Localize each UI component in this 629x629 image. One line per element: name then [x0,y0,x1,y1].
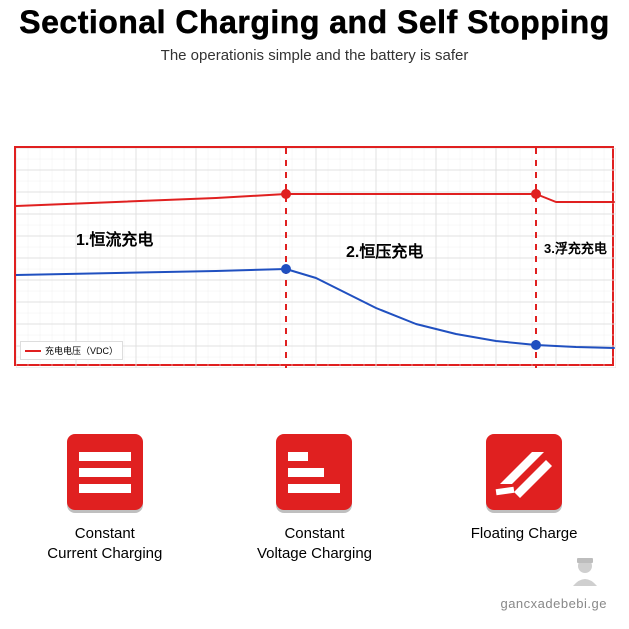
mode-item-2: Constant Voltage Charging [224,434,404,563]
chart-legend: 充电电压（VDC） [20,341,123,360]
page-subtitle: The operationis simple and the battery i… [0,47,629,64]
diag-slash-icon [486,434,562,510]
page-title: Sectional Charging and Self Stopping [0,4,629,41]
watermark-avatar-icon [567,552,603,593]
infographic-root: { "title": { "text": "Sectional Charging… [0,4,629,629]
mode-caption: Floating Charge [471,524,578,544]
watermark-text: gancxadebebi.ge [500,596,607,611]
mode-caption: Constant Current Charging [47,524,162,563]
chart-canvas [16,148,616,368]
bars-full-icon [67,434,143,510]
modes-row: Constant Current Charging Constant Voltag… [0,434,629,563]
charging-chart: 1.恒流充电 2.恒压充电 3.浮充充电 充电电压（VDC） [14,146,614,366]
bars-asc-icon [276,434,352,510]
chart-section-label-1: 1.恒流充电 [76,226,153,250]
chart-section-label-3: 3.浮充充电 [544,238,607,257]
legend-text: 充电电压（VDC） [45,344,118,357]
mode-caption: Constant Voltage Charging [257,524,372,563]
chart-section-label-2: 2.恒压充电 [346,238,423,262]
legend-swatch [25,350,41,352]
mode-item-1: Constant Current Charging [15,434,195,563]
mode-item-3: Floating Charge [434,434,614,544]
